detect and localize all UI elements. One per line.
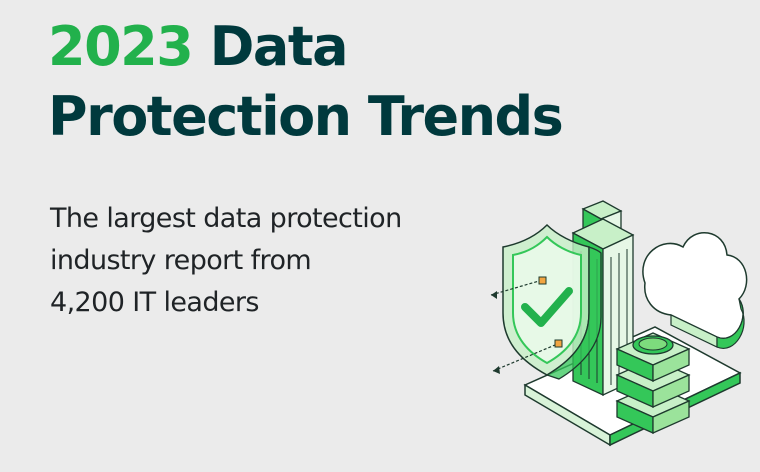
cloud-icon xyxy=(642,232,748,349)
title-year: 2023 xyxy=(48,15,194,78)
data-protection-illustration xyxy=(490,200,748,447)
shield-check-icon xyxy=(502,223,602,380)
subtitle-line-2: industry report from xyxy=(50,245,312,276)
page-title: 2023 Data Protection Trends xyxy=(48,12,564,152)
server-stack-icon xyxy=(615,332,691,435)
title-word-data: Data xyxy=(209,15,349,78)
title-line-1: 2023 Data xyxy=(48,12,562,82)
subtitle-line-1: The largest data protection xyxy=(50,203,402,234)
title-line-2: Protection Trends xyxy=(48,85,564,148)
connection-arrows-icon xyxy=(490,276,563,374)
subtitle-line-3: 4,200 IT leaders xyxy=(50,287,260,318)
page-subtitle: The largest data protection industry rep… xyxy=(50,198,402,324)
